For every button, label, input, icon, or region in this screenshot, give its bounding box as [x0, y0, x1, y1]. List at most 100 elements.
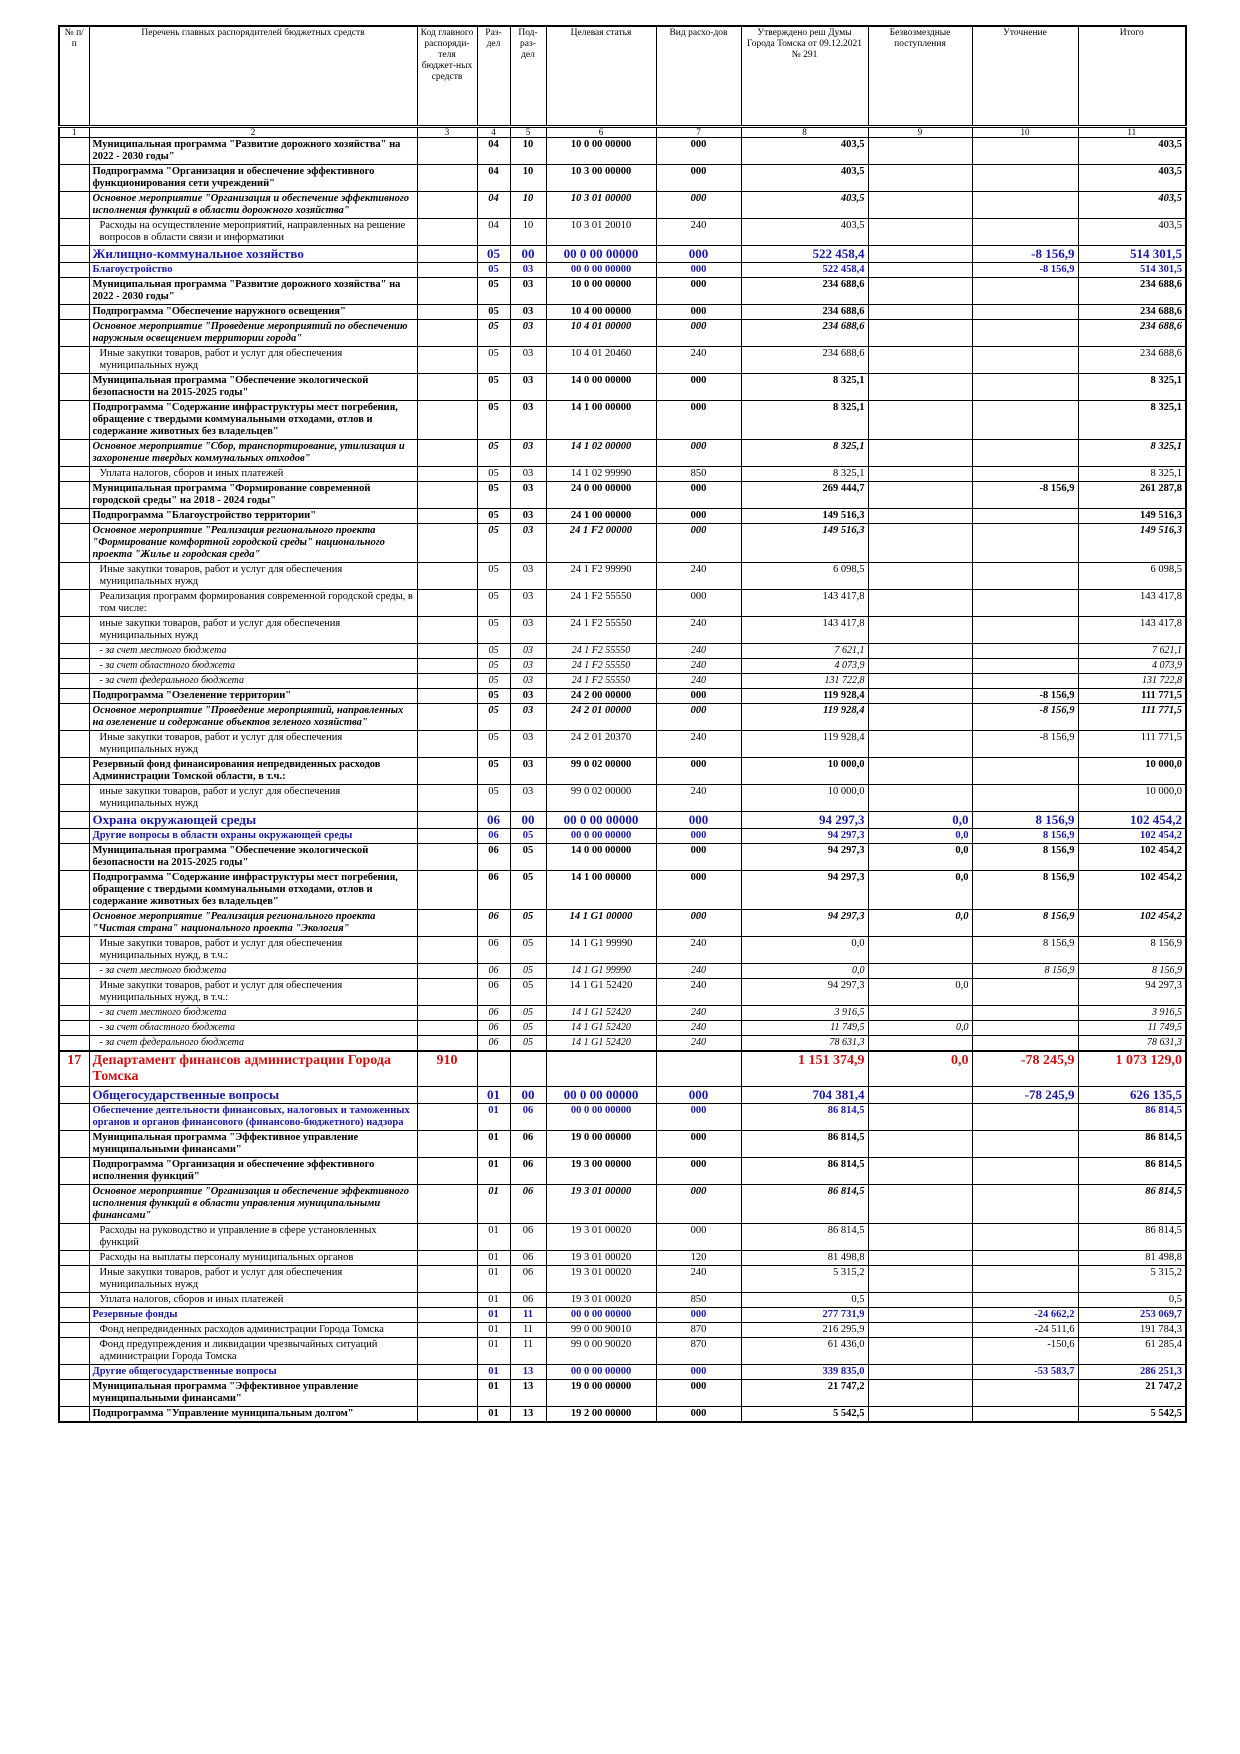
table-cell [416, 1265, 478, 1293]
table-row: Уплата налогов, сборов и иных платежей 05… [58, 466, 1187, 482]
table-cell: 19 3 01 00020 [545, 1223, 657, 1251]
table-cell [58, 1086, 90, 1104]
table-cell: 99 0 02 00000 [545, 757, 657, 785]
table-cell: 253 069,7 [1077, 1307, 1187, 1323]
table-cell [867, 757, 973, 785]
table-cell [867, 218, 973, 246]
table-cell: 24 2 01 20370 [545, 730, 657, 758]
table-cell: 240 [655, 1035, 742, 1052]
table-cell [416, 909, 478, 937]
table-cell: 03 [509, 262, 547, 278]
column-header: Под-раз-дел [509, 25, 547, 127]
table-cell: 0,0 [867, 978, 973, 1006]
table-cell: иные закупки товаров, работ и услуг для … [88, 616, 418, 644]
table-cell [416, 245, 478, 263]
table-cell: 8 325,1 [1077, 400, 1187, 440]
table-row: Иные закупки товаров, работ и услуг для … [58, 1265, 1187, 1293]
table-cell [416, 1223, 478, 1251]
table-cell: 11 749,5 [740, 1020, 869, 1036]
table-cell: 05 [476, 373, 511, 401]
table-cell [58, 616, 90, 644]
table-cell: 61 285,4 [1077, 1337, 1187, 1365]
table-cell: 102 454,2 [1077, 811, 1187, 829]
table-cell: 05 [476, 562, 511, 590]
table-cell: -8 156,9 [971, 245, 1079, 263]
table-cell [971, 508, 1079, 524]
table-cell [58, 1130, 90, 1158]
table-cell [58, 191, 90, 219]
table-cell: 149 516,3 [1077, 523, 1187, 563]
table-cell [58, 1379, 90, 1407]
table-cell [58, 730, 90, 758]
table-cell [416, 481, 478, 509]
table-cell [416, 784, 478, 812]
table-cell [971, 164, 1079, 192]
table-cell: 01 [476, 1130, 511, 1158]
column-header: Перечень главных распорядителей бюджетны… [88, 25, 418, 127]
table-cell: -8 156,9 [971, 703, 1079, 731]
table-cell: Основное мероприятие "Проведение меропри… [88, 319, 418, 347]
table-cell [867, 164, 973, 192]
table-cell [971, 319, 1079, 347]
table-cell: 03 [509, 703, 547, 731]
table-row: Резервные фонды 01 11 00 0 00 00000 000 277 7… [58, 1307, 1187, 1323]
table-cell: Основное мероприятие "Реализация региона… [88, 909, 418, 937]
table-cell: 8 156,9 [971, 936, 1079, 964]
table-cell [971, 616, 1079, 644]
table-cell [416, 1184, 478, 1224]
table-cell [971, 373, 1079, 401]
table-cell: Подпрограмма "Обеспечение наружного осве… [88, 304, 418, 320]
column-number: 8 [740, 125, 869, 138]
table-cell: 03 [509, 784, 547, 812]
table-cell: Муниципальная программа "Эффективное упр… [88, 1130, 418, 1158]
table-cell: 5 315,2 [740, 1265, 869, 1293]
table-cell [416, 1364, 478, 1380]
table-cell: 14 1 G1 52420 [545, 1020, 657, 1036]
table-cell: 05 [476, 481, 511, 509]
table-cell: 78 631,3 [1077, 1035, 1187, 1052]
table-cell: 03 [509, 643, 547, 659]
table-cell: Иные закупки товаров, работ и услуг для … [88, 978, 418, 1006]
column-header: Код главного распоряди-теля бюджет-ных с… [416, 25, 478, 127]
table-cell [416, 828, 478, 844]
table-cell [416, 1035, 478, 1052]
table-cell: 03 [509, 439, 547, 467]
table-cell [971, 439, 1079, 467]
table-cell [58, 245, 90, 263]
table-cell: 06 [476, 1035, 511, 1052]
table-cell [416, 1406, 478, 1423]
table-cell: 06 [509, 1292, 547, 1308]
table-cell [58, 1364, 90, 1380]
table-cell: 05 [476, 277, 511, 305]
table-cell: 19 2 00 00000 [545, 1406, 657, 1423]
table-cell: 01 [476, 1184, 511, 1224]
column-number: 4 [476, 125, 511, 138]
table-cell [867, 963, 973, 979]
table-row: Общегосударственные вопросы 01 00 00 0 00 0… [58, 1086, 1187, 1104]
table-cell: 03 [509, 373, 547, 401]
table-cell: 0,5 [740, 1292, 869, 1308]
table-row: Муниципальная программа "Формирование со… [58, 481, 1187, 509]
table-cell: 14 1 G1 52420 [545, 1005, 657, 1021]
table-row: Резервный фонд финансирования непредвиде… [58, 757, 1187, 785]
table-cell: -78 245,9 [971, 1050, 1079, 1087]
table-row: Подпрограмма "Озеленение территории" 05 03… [58, 688, 1187, 704]
table-cell: Муниципальная программа "Развитие дорожн… [88, 137, 418, 165]
table-row: - за счет областного бюджета 05 03 24 1 F2 … [58, 658, 1187, 674]
table-cell: 86 814,5 [1077, 1130, 1187, 1158]
table-row: - за счет федерального бюджета 06 05 14 1 G… [58, 1035, 1187, 1052]
table-cell [867, 346, 973, 374]
table-cell: 514 301,5 [1077, 245, 1187, 263]
table-cell: 05 [476, 673, 511, 689]
table-cell: 102 454,2 [1077, 870, 1187, 910]
table-cell: 000 [655, 870, 742, 910]
column-header: Раз-дел [476, 25, 511, 127]
table-cell: - за счет федерального бюджета [88, 673, 418, 689]
table-cell [416, 730, 478, 758]
column-header: № п/п [58, 25, 90, 127]
table-cell: Основное мероприятие "Реализация региона… [88, 523, 418, 563]
table-cell: 10 4 01 20460 [545, 346, 657, 374]
table-cell: 04 [476, 164, 511, 192]
table-cell: 06 [476, 828, 511, 844]
table-cell [58, 346, 90, 374]
